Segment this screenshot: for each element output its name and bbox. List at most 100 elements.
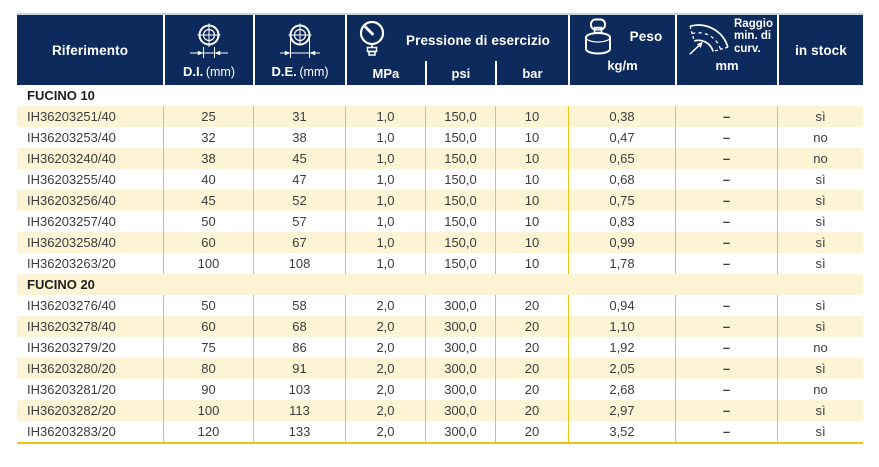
cell-stock: sì: [777, 316, 863, 337]
cell-psi: 150,0: [425, 232, 495, 253]
pressione-label: Pressione di esercizio: [405, 32, 551, 48]
cell-psi: 300,0: [425, 337, 495, 358]
cell-raggio: –: [675, 232, 777, 253]
cell-bar: 20: [495, 295, 568, 316]
cell-riferimento: IH36203280/20: [27, 361, 116, 376]
column-header-peso: Peso kg/m: [568, 15, 675, 85]
cell-stock: no: [777, 337, 863, 358]
cell-riferimento: IH36203282/20: [27, 403, 116, 418]
cell-riferimento: IH36203258/40: [27, 235, 116, 250]
cell-de: 86: [253, 337, 345, 358]
cell-di: 45: [163, 190, 253, 211]
table-row: IH36203240/40 38 45 1,0 150,0 10 0,65– no: [17, 148, 863, 169]
cell-psi: 150,0: [425, 169, 495, 190]
table-row: IH36203263/20 100 108 1,0 150,0 10 1,78– sì: [17, 253, 863, 274]
cell-peso: 2,68: [568, 379, 675, 400]
column-header-de: D.E. (mm): [253, 15, 345, 85]
cell-mpa: 2,0: [345, 337, 425, 358]
table-row: IH36203251/40 25 31 1,0 150,0 10 0,38– sì: [17, 106, 863, 127]
cell-peso: 0,38: [568, 106, 675, 127]
table-row: IH36203276/40 50 58 2,0 300,0 20 0,94– sì: [17, 295, 863, 316]
raggio-label: Raggio min. di curv.: [734, 17, 773, 55]
cell-stock: sì: [777, 421, 863, 442]
raggio-unit-label: mm: [715, 58, 739, 73]
table-row: IH36203278/40 60 68 2,0 300,0 20 1,10– sì: [17, 316, 863, 337]
cell-mpa: 1,0: [345, 211, 425, 232]
cell-peso: 2,05: [568, 358, 675, 379]
cell-peso: 3,52: [568, 421, 675, 442]
cell-stock: sì: [777, 400, 863, 421]
cell-raggio: –: [675, 190, 777, 211]
cell-psi: 150,0: [425, 148, 495, 169]
cell-di: 60: [163, 316, 253, 337]
column-header-di: D.I. (mm): [163, 15, 253, 85]
cell-mpa: 1,0: [345, 127, 425, 148]
cell-psi: 300,0: [425, 295, 495, 316]
cell-psi: 150,0: [425, 253, 495, 274]
stock-label: in stock: [795, 42, 847, 58]
weight-icon: [579, 17, 617, 57]
cell-riferimento: IH36203256/40: [27, 193, 116, 208]
cell-stock: sì: [777, 232, 863, 253]
cell-peso: 0,94: [568, 295, 675, 316]
cell-mpa: 2,0: [345, 400, 425, 421]
bend-radius-icon: [686, 16, 730, 58]
table-row: IH36203256/40 45 52 1,0 150,0 10 0,75– sì: [17, 190, 863, 211]
cell-di: 120: [163, 421, 253, 442]
cell-riferimento: IH36203257/40: [27, 214, 116, 229]
cell-psi: 300,0: [425, 379, 495, 400]
cell-mpa: 1,0: [345, 106, 425, 127]
cell-stock: sì: [777, 358, 863, 379]
cell-bar: 10: [495, 211, 568, 232]
cell-raggio: –: [675, 421, 777, 442]
cell-peso: 0,83: [568, 211, 675, 232]
cell-raggio: –: [675, 106, 777, 127]
cell-riferimento: IH36203276/40: [27, 298, 116, 313]
cell-di: 40: [163, 169, 253, 190]
cell-di: 100: [163, 400, 253, 421]
cell-bar: 10: [495, 169, 568, 190]
cell-bar: 10: [495, 232, 568, 253]
table-row: IH36203280/20 80 91 2,0 300,0 20 2,05– sì: [17, 358, 863, 379]
outer-diameter-icon: [278, 22, 322, 62]
cell-raggio: –: [675, 295, 777, 316]
cell-stock: sì: [777, 169, 863, 190]
cell-stock: sì: [777, 253, 863, 274]
cell-de: 91: [253, 358, 345, 379]
subheader-psi: psi: [424, 61, 495, 85]
column-header-stock: in stock: [777, 15, 863, 85]
column-header-pressione: Pressione di esercizio MPa psi bar: [345, 15, 568, 85]
inner-diameter-icon: [187, 22, 231, 62]
cell-di: 80: [163, 358, 253, 379]
table-row: IH36203253/40 32 38 1,0 150,0 10 0,47– no: [17, 127, 863, 148]
subheader-bar: bar: [494, 61, 568, 85]
cell-peso: 1,10: [568, 316, 675, 337]
cell-stock: no: [777, 379, 863, 400]
cell-raggio: –: [675, 253, 777, 274]
cell-riferimento: IH36203278/40: [27, 319, 116, 334]
cell-stock: no: [777, 127, 863, 148]
cell-raggio: –: [675, 337, 777, 358]
cell-di: 100: [163, 253, 253, 274]
cell-di: 38: [163, 148, 253, 169]
hose-spec-table: Riferimento D.I. (mm): [17, 13, 863, 444]
cell-di: 50: [163, 211, 253, 232]
cell-bar: 20: [495, 358, 568, 379]
cell-de: 47: [253, 169, 345, 190]
table-row: IH36203258/40 60 67 1,0 150,0 10 0,99– sì: [17, 232, 863, 253]
cell-de: 133: [253, 421, 345, 442]
cell-di: 32: [163, 127, 253, 148]
cell-peso: 0,47: [568, 127, 675, 148]
cell-riferimento: IH36203253/40: [27, 130, 116, 145]
cell-mpa: 2,0: [345, 379, 425, 400]
cell-mpa: 1,0: [345, 169, 425, 190]
cell-bar: 20: [495, 337, 568, 358]
cell-stock: no: [777, 148, 863, 169]
cell-bar: 10: [495, 148, 568, 169]
cell-mpa: 1,0: [345, 148, 425, 169]
cell-peso: 0,99: [568, 232, 675, 253]
cell-de: 113: [253, 400, 345, 421]
cell-stock: sì: [777, 190, 863, 211]
table-row: IH36203255/40 40 47 1,0 150,0 10 0,68– sì: [17, 169, 863, 190]
group-row: FUCINO 10: [27, 88, 95, 103]
